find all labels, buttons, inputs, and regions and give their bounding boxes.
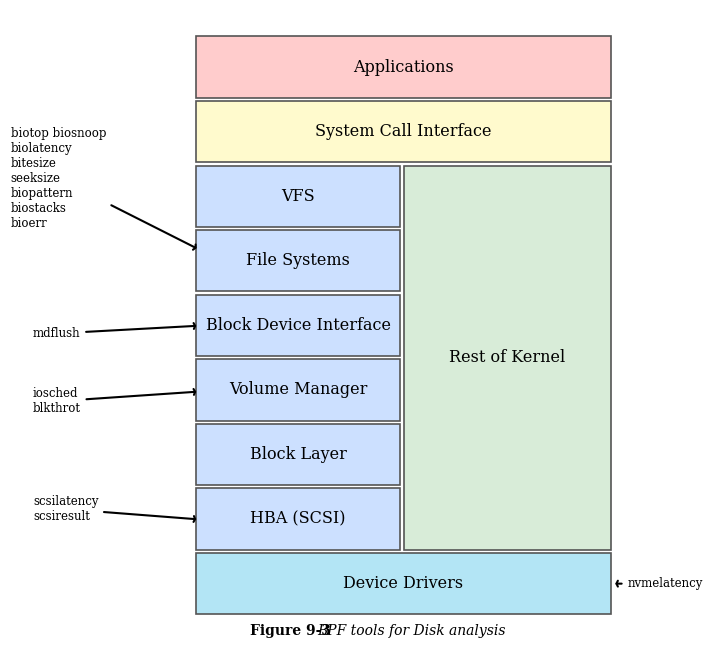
Text: scsilatency
scsiresult: scsilatency scsiresult (33, 495, 195, 523)
Bar (196, 165, 401, 227)
Text: File Systems: File Systems (246, 252, 350, 269)
Bar (196, 37, 611, 98)
Text: mdflush: mdflush (33, 323, 195, 340)
Text: Block Layer: Block Layer (250, 446, 347, 463)
Text: iosched
blkthrot: iosched blkthrot (33, 387, 195, 415)
Text: biotop biosnoop
biolatency
bitesize
seeksize
biopattern
biostacks
bioerr: biotop biosnoop biolatency bitesize seek… (11, 127, 196, 250)
Text: HBA (SCSI): HBA (SCSI) (250, 511, 346, 528)
Text: Volume Manager: Volume Manager (229, 381, 367, 398)
Bar (196, 553, 611, 614)
Bar (196, 295, 401, 356)
Text: System Call Interface: System Call Interface (316, 123, 492, 140)
Bar (196, 359, 401, 421)
Bar (196, 489, 401, 550)
Text: nvmelatency: nvmelatency (616, 577, 703, 590)
Text: Applications: Applications (353, 59, 454, 76)
Text: Rest of Kernel: Rest of Kernel (450, 349, 566, 366)
Text: VFS: VFS (281, 188, 315, 205)
Bar (196, 230, 401, 292)
Text: BPF tools for Disk analysis: BPF tools for Disk analysis (318, 624, 506, 638)
Text: Device Drivers: Device Drivers (343, 575, 464, 592)
Bar (196, 424, 401, 485)
Bar (403, 165, 611, 550)
Text: Figure 9-3: Figure 9-3 (250, 624, 336, 638)
Bar (196, 101, 611, 162)
Text: Block Device Interface: Block Device Interface (206, 317, 391, 334)
